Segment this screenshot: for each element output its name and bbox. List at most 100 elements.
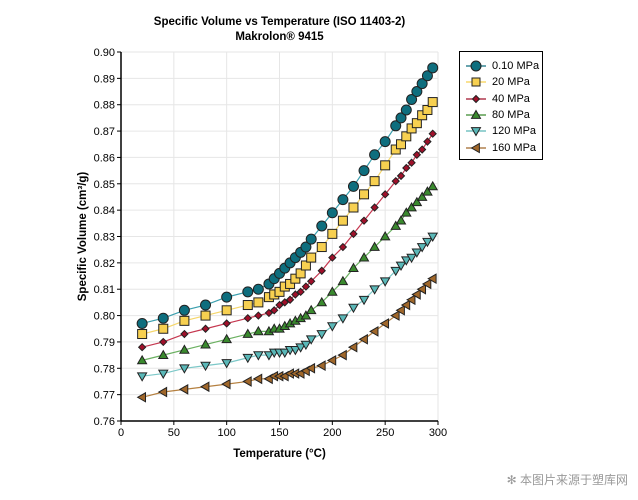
legend-marker-icon — [466, 142, 486, 153]
data-point-triangle-up — [422, 186, 433, 196]
data-point-triangle-left — [421, 278, 432, 290]
watermark: ✻ 本图片来源于塑库网 — [506, 473, 628, 487]
data-point-triangle-up — [369, 241, 380, 251]
y-tick-label: 0.88 — [94, 100, 115, 112]
data-point-square — [359, 189, 370, 200]
data-point-diamond — [428, 129, 437, 138]
x-tick-label: 50 — [168, 427, 180, 439]
data-point-square — [411, 118, 422, 129]
data-point-diamond — [264, 308, 274, 318]
data-point-diamond — [423, 137, 432, 146]
data-point-circle — [136, 317, 148, 329]
data-point-circle — [416, 78, 428, 90]
data-point-triangle-up — [221, 333, 233, 344]
data-point-triangle-up — [157, 349, 169, 359]
data-point-square — [348, 202, 359, 213]
data-point-square — [471, 77, 481, 87]
data-point-triangle-down — [279, 348, 291, 358]
data-point-diamond — [296, 287, 305, 297]
data-point-triangle-up — [411, 196, 423, 207]
data-point-triangle-left — [406, 294, 416, 306]
data-point-circle — [358, 165, 370, 177]
data-point-triangle-down — [379, 277, 391, 287]
chart-title: Specific Volume vs Temperature (ISO 1140… — [121, 15, 438, 45]
data-point-triangle-up — [300, 310, 312, 320]
data-point-triangle-down — [300, 340, 312, 351]
legend-item: 20 MPa — [466, 74, 542, 90]
data-point-diamond — [402, 163, 411, 173]
y-tick-label: 0.89 — [94, 73, 115, 85]
data-point-triangle-up — [406, 201, 417, 212]
data-point-triangle-up — [242, 328, 254, 338]
legend-label: 40 MPa — [492, 92, 530, 105]
data-point-square — [200, 310, 211, 321]
data-point-square — [427, 97, 438, 108]
data-point-diamond — [417, 145, 427, 154]
legend-marker-icon — [466, 77, 486, 87]
data-point-triangle-up — [136, 354, 148, 365]
data-point-triangle-down — [400, 256, 412, 266]
data-point-diamond — [407, 158, 416, 167]
data-point-diamond — [137, 342, 147, 352]
data-point-square — [406, 123, 417, 134]
data-point-triangle-left — [316, 360, 326, 372]
data-point-triangle-left — [242, 376, 252, 387]
data-point-triangle-down — [395, 261, 407, 272]
data-point-diamond — [412, 150, 422, 159]
data-point-circle — [300, 241, 312, 253]
data-point-triangle-down — [416, 243, 428, 253]
data-point-triangle-left — [200, 381, 210, 393]
data-point-triangle-up — [200, 339, 211, 349]
data-point-diamond — [471, 94, 481, 103]
data-point-circle — [400, 104, 412, 116]
data-point-diamond — [243, 314, 253, 323]
data-point-triangle-left — [178, 384, 189, 395]
data-point-triangle-left — [221, 378, 231, 390]
data-point-circle — [200, 299, 212, 311]
legend-item: 120 MPa — [466, 123, 542, 139]
data-point-diamond — [380, 190, 390, 199]
data-point-square — [274, 286, 285, 297]
data-point-square — [396, 139, 407, 150]
legend-marker-icon — [466, 94, 486, 103]
data-point-diamond — [349, 229, 358, 239]
y-tick-label: 0.82 — [94, 258, 115, 270]
data-point-triangle-down — [326, 322, 338, 332]
series-3 — [136, 180, 439, 365]
data-point-diamond — [370, 203, 379, 212]
data-point-circle — [305, 233, 317, 245]
y-tick-label: 0.85 — [94, 179, 115, 191]
data-point-triangle-down — [305, 335, 317, 345]
data-point-triangle-down — [253, 351, 264, 361]
data-point-triangle-left — [379, 318, 390, 329]
data-point-triangle-left — [395, 304, 405, 316]
legend-marker-icon — [466, 127, 486, 137]
data-point-triangle-down — [242, 353, 254, 364]
data-point-triangle-down — [157, 369, 169, 380]
data-point-triangle-up — [348, 262, 359, 273]
y-tick-label: 0.78 — [94, 363, 115, 375]
data-point-triangle-left — [326, 355, 337, 366]
data-point-triangle-down — [337, 314, 349, 324]
legend-marker-icon — [466, 60, 486, 72]
x-tick-label: 0 — [118, 427, 124, 439]
data-point-square — [300, 260, 311, 271]
data-point-circle — [242, 286, 254, 298]
data-point-square — [290, 273, 301, 284]
data-point-triangle-up — [316, 296, 328, 307]
data-point-triangle-left — [411, 289, 421, 300]
data-point-triangle-left — [470, 142, 480, 153]
y-tick-label: 0.77 — [94, 390, 115, 402]
data-point-square — [369, 176, 380, 187]
y-tick-label: 0.79 — [94, 337, 115, 349]
data-point-triangle-left — [358, 333, 368, 345]
data-point-square — [306, 252, 317, 263]
legend-label: 20 MPa — [492, 76, 530, 89]
data-point-square — [221, 305, 232, 316]
y-tick-label: 0.83 — [94, 232, 115, 244]
data-point-square — [390, 144, 401, 155]
data-point-diamond — [254, 311, 263, 320]
data-point-square — [327, 228, 338, 239]
data-point-square — [295, 268, 306, 279]
data-point-diamond — [270, 306, 279, 315]
